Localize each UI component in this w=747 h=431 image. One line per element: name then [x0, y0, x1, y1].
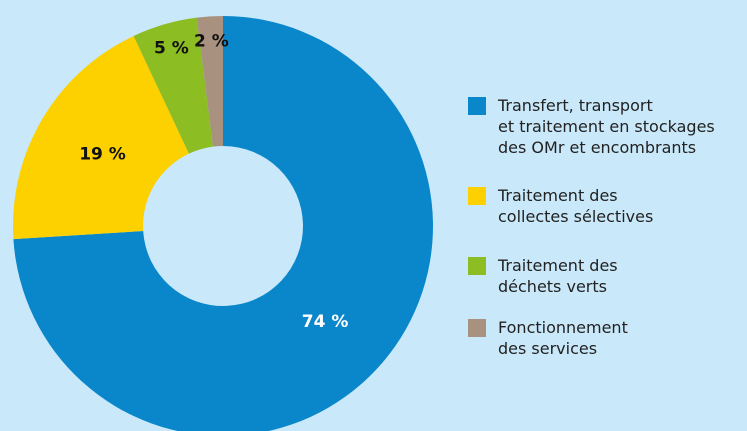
value-label: 19 %: [79, 145, 126, 165]
legend-swatch: [468, 97, 486, 115]
slice: [133, 17, 213, 154]
legend-label: Transfert, transport et traitement en sto…: [497, 96, 715, 157]
value-label: 5 %: [154, 38, 189, 58]
slice: [196, 16, 223, 147]
value-label: 74 %: [302, 312, 349, 332]
slice: [12, 35, 189, 240]
legend-swatch: [468, 319, 486, 337]
legend-label: Fonctionnement des services: [498, 318, 628, 358]
legend-label: Traitement des collectes sélectives: [497, 186, 653, 226]
value-label: 2 %: [194, 31, 229, 51]
slice: [13, 16, 433, 431]
legend-swatch: [468, 187, 486, 205]
legend-swatch: [468, 257, 486, 275]
legend-label: Traitement des déchets verts: [497, 256, 618, 296]
